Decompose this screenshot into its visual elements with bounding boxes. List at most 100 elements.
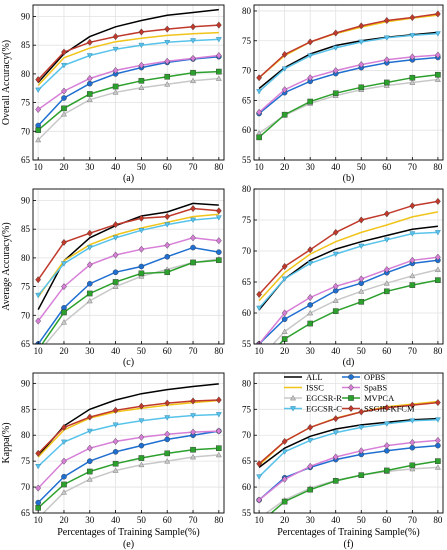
y-tick-label: 90 [21,195,31,205]
legend-entry-mvpca: MVPCA [342,393,395,403]
data-point-egcsr-c [190,217,196,224]
panel-e: 10 20 30 40 50 60 70 80 65 70 75 80 85 90 Kappa(%) Perc… [1,372,225,550]
x-tick-label: 10 [34,515,44,525]
data-point-egcsr-r [61,319,67,325]
x-tick-label: 70 [408,515,418,525]
y-tick-label: 80 [21,253,31,263]
x-tick-label: 30 [85,515,95,525]
legend-entry-all: ALL [284,372,323,382]
data-point-opbs [281,316,288,323]
data-point-ssgie-kfcm [215,207,222,215]
panel-label: (c) [123,357,134,368]
x-tick-label: 20 [280,346,290,356]
series-line-egcsr-r [42,454,219,513]
series-line-all [37,383,219,457]
legend-entry-egcsr-r: EGCSR-R [284,393,342,403]
data-point-egcsr-c [358,39,365,45]
x-tick-label: 40 [331,346,341,356]
data-point-spabs [435,436,441,444]
y-tick-label: 80 [21,430,31,440]
y-tick-label: 55 [242,155,252,165]
data-point-egcsr-r [112,89,119,95]
data-point-ssgie-kfcm [138,214,145,222]
x-tick-label: 50 [137,346,147,356]
data-point-mvpca [164,269,171,276]
data-point-ssgie-kfcm [281,50,288,58]
series-line-mvpca [37,70,219,131]
data-point-ssgie-kfcm [35,76,42,84]
series-line-ssgie-kfcm [258,13,439,79]
data-point-egcsr-c [190,38,196,44]
data-point-egcsr-r [332,297,339,303]
x-tick-label: 60 [163,162,173,172]
data-point-mvpca [435,277,441,283]
series-line-egcsr-r [265,466,438,513]
plot-frame [32,4,225,161]
x-tick-label: 60 [382,515,392,525]
series-line-ssgie-kfcm [37,207,219,281]
data-point-egcsr-c [61,261,67,267]
data-point-ssgie-kfcm [281,437,288,445]
data-point-mvpca [216,445,222,451]
data-point-egcsr-c [256,89,263,95]
x-tick-label: 20 [59,162,69,172]
data-point-egcsr-c [307,261,314,267]
legend-label: SSGIE-KFCM [364,404,415,414]
x-tick-label: 80 [433,346,443,356]
data-point-egcsr-c [164,40,171,46]
y-tick-label: 85 [21,40,31,50]
x-tick-label: 70 [189,162,199,172]
data-point-mvpca [409,282,416,288]
data-point-spabs [86,74,93,82]
legend-label: EGCSR-R [306,393,342,403]
series-line-all [258,417,438,468]
data-point-spabs [112,251,119,259]
data-point-egcsr-c [35,464,42,470]
data-point-spabs [281,86,288,94]
data-point-ssgie-kfcm [112,406,119,414]
legend-label: MVPCA [364,393,395,403]
x-tick-label: 40 [111,162,121,172]
data-point-egcsr-c [86,245,93,251]
data-point-egcsr-c [35,292,42,299]
legend-marker-mvpca [348,395,354,401]
data-point-egcsr-r [409,272,416,279]
legend-entry-spabs: SpaBS [342,383,387,393]
data-point-spabs [86,444,93,452]
data-point-egcsr-r [86,476,93,482]
data-point-egcsr-c [358,243,365,250]
x-tick-label: 50 [137,162,147,172]
y-tick-label: 60 [242,482,252,492]
data-point-spabs [358,275,365,283]
data-point-ssgie-kfcm [358,22,365,30]
data-point-opbs [190,244,196,251]
data-point-egcsr-c [61,439,67,445]
data-point-opbs [112,449,119,455]
legend-marker-opbs [348,374,354,380]
data-point-mvpca [61,309,67,316]
data-point-mvpca [307,486,313,493]
data-point-ssgie-kfcm [35,276,42,284]
data-point-spabs [61,457,67,465]
data-point-spabs [358,61,365,69]
x-tick-label: 80 [214,515,224,525]
data-point-spabs [86,261,93,269]
series-line-issc [37,399,219,458]
series-line-spabs [37,54,219,111]
data-point-opbs [307,302,313,308]
x-tick-label: 40 [331,162,341,172]
data-point-mvpca [307,98,313,105]
x-tick-label: 20 [59,515,69,525]
data-point-spabs [281,475,288,483]
data-point-ssgie-kfcm [164,399,171,407]
data-point-egcsr-c [332,251,339,258]
x-tick-label: 80 [433,515,443,525]
data-point-egcsr-c [112,46,119,53]
data-point-mvpca [409,462,416,469]
data-point-egcsr-c [256,474,263,480]
y-tick-label: 80 [242,184,252,194]
data-point-egcsr-r [61,489,67,495]
y-tick-label: 65 [21,155,31,165]
data-point-ssgie-kfcm [190,397,196,405]
data-point-spabs [215,427,222,435]
